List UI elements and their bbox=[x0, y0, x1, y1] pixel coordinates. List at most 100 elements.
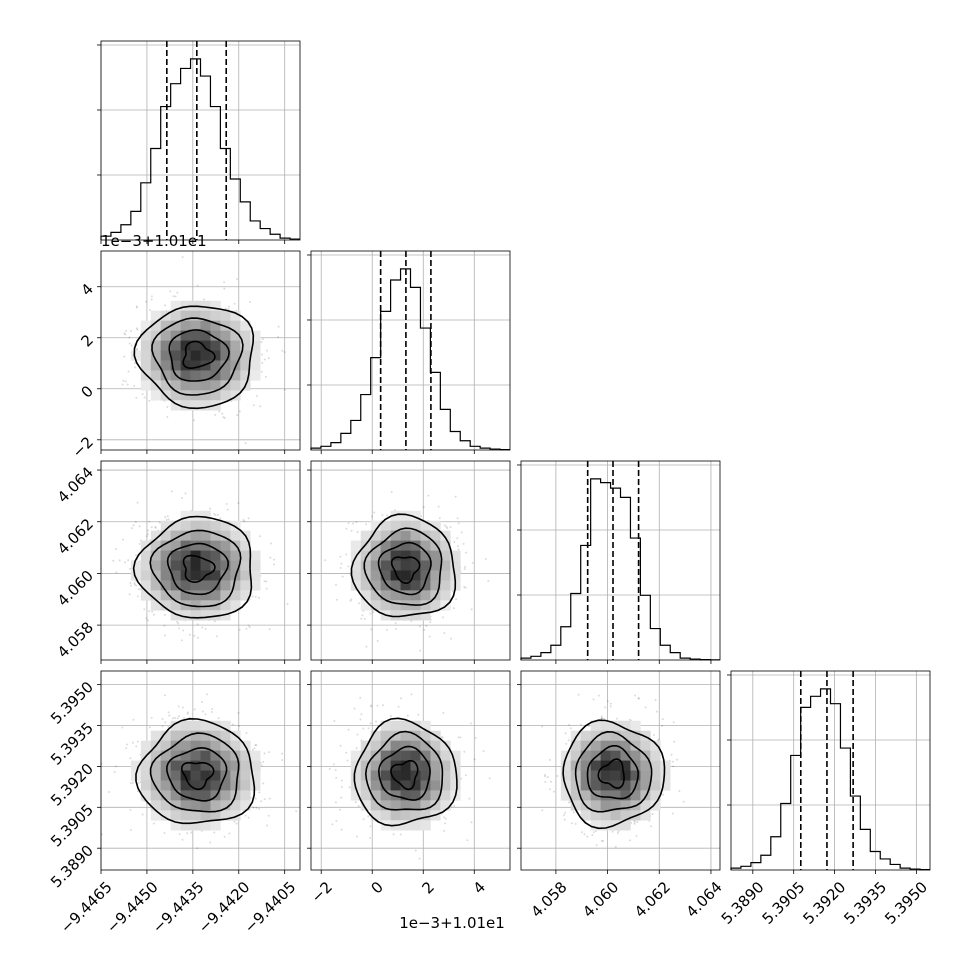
sample-point bbox=[132, 718, 135, 721]
density-bin bbox=[590, 810, 601, 821]
sample-point bbox=[267, 357, 270, 360]
sample-point bbox=[367, 815, 370, 818]
density-bin bbox=[400, 740, 411, 751]
density-bin bbox=[390, 550, 401, 561]
sample-point bbox=[129, 581, 132, 584]
density-bin bbox=[240, 590, 251, 601]
density-bin bbox=[210, 730, 221, 741]
sample-point bbox=[258, 791, 261, 794]
sample-point bbox=[79, 367, 81, 369]
density-bin bbox=[200, 720, 211, 731]
density-bin bbox=[200, 340, 211, 351]
density-bin bbox=[170, 750, 181, 761]
sample-point bbox=[255, 394, 258, 397]
density-bin bbox=[180, 740, 191, 751]
density-bin bbox=[420, 570, 431, 581]
sample-point bbox=[375, 720, 378, 723]
density-bin bbox=[150, 590, 161, 601]
density-bin bbox=[430, 580, 441, 591]
sample-point bbox=[260, 370, 263, 373]
sample-point bbox=[264, 375, 267, 378]
contour-level-3 bbox=[132, 515, 253, 619]
sample-point bbox=[473, 758, 476, 761]
density-bin bbox=[160, 550, 171, 561]
density-bin bbox=[410, 790, 421, 801]
density-bin bbox=[410, 520, 421, 531]
density-bin bbox=[440, 590, 451, 601]
contour-level-2 bbox=[149, 529, 242, 608]
density-bin bbox=[180, 560, 191, 571]
density-bin bbox=[160, 810, 171, 821]
sample-point bbox=[592, 831, 595, 834]
sample-point bbox=[221, 412, 224, 415]
sample-point bbox=[394, 622, 397, 625]
sample-point bbox=[373, 511, 376, 514]
histogram-panel-3 bbox=[727, 670, 931, 871]
density-bin bbox=[640, 770, 651, 781]
sample-point bbox=[445, 525, 448, 528]
density-bin bbox=[150, 750, 161, 761]
sample-point bbox=[406, 714, 409, 717]
density-bin bbox=[590, 730, 601, 741]
density-bin bbox=[440, 780, 451, 791]
sample-point bbox=[260, 341, 263, 344]
sample-point bbox=[682, 800, 685, 803]
density-bin bbox=[380, 520, 391, 531]
sample-point bbox=[148, 520, 151, 523]
sample-point bbox=[148, 399, 151, 402]
sample-point bbox=[210, 711, 213, 714]
sample-point bbox=[572, 811, 575, 814]
sample-point bbox=[125, 329, 128, 332]
density-bin bbox=[650, 800, 661, 811]
sample-point bbox=[356, 733, 359, 736]
sample-point bbox=[484, 557, 487, 560]
sample-point bbox=[544, 773, 547, 776]
sample-point bbox=[277, 325, 280, 328]
sample-point bbox=[247, 816, 250, 819]
sample-point bbox=[129, 584, 132, 587]
x-tick-label: 4.060 bbox=[579, 878, 622, 921]
sample-point bbox=[440, 736, 443, 739]
sample-point bbox=[261, 353, 264, 356]
sample-point bbox=[158, 521, 161, 524]
sample-point bbox=[457, 736, 460, 739]
density-bin bbox=[370, 520, 381, 531]
sample-point bbox=[438, 517, 441, 520]
sample-point bbox=[372, 611, 375, 614]
sample-point bbox=[259, 405, 262, 408]
density-bin bbox=[140, 770, 152, 781]
sample-point bbox=[671, 812, 674, 815]
density-bin bbox=[180, 390, 191, 401]
density-bin bbox=[350, 770, 362, 781]
sample-point bbox=[397, 705, 400, 708]
density-bin bbox=[370, 590, 381, 601]
density-bin bbox=[400, 800, 411, 811]
sample-point bbox=[611, 830, 614, 833]
density-bin bbox=[220, 800, 231, 811]
sample-point bbox=[204, 627, 207, 630]
density-bin bbox=[410, 510, 421, 521]
density-bin bbox=[240, 370, 251, 381]
density-panel-0-1 bbox=[79, 250, 301, 451]
density-bin bbox=[160, 740, 171, 751]
sample-point bbox=[269, 556, 272, 559]
density-bin bbox=[400, 820, 411, 831]
sample-point bbox=[258, 535, 261, 538]
sample-point bbox=[277, 335, 280, 338]
sample-point bbox=[281, 759, 284, 762]
contour-level-1 bbox=[166, 542, 230, 596]
density-bin bbox=[240, 780, 251, 791]
density-bin bbox=[390, 560, 401, 571]
density-bin bbox=[630, 770, 641, 781]
density-bin bbox=[160, 380, 171, 391]
density-bin bbox=[150, 730, 161, 741]
sample-point bbox=[133, 583, 136, 586]
density-bin bbox=[410, 610, 421, 621]
panel-frame bbox=[730, 670, 931, 871]
contours bbox=[562, 719, 666, 830]
sample-point bbox=[267, 814, 270, 817]
sample-point bbox=[231, 723, 234, 726]
sample-point bbox=[163, 613, 166, 616]
density-bins bbox=[350, 720, 461, 831]
density-bin bbox=[180, 820, 191, 831]
